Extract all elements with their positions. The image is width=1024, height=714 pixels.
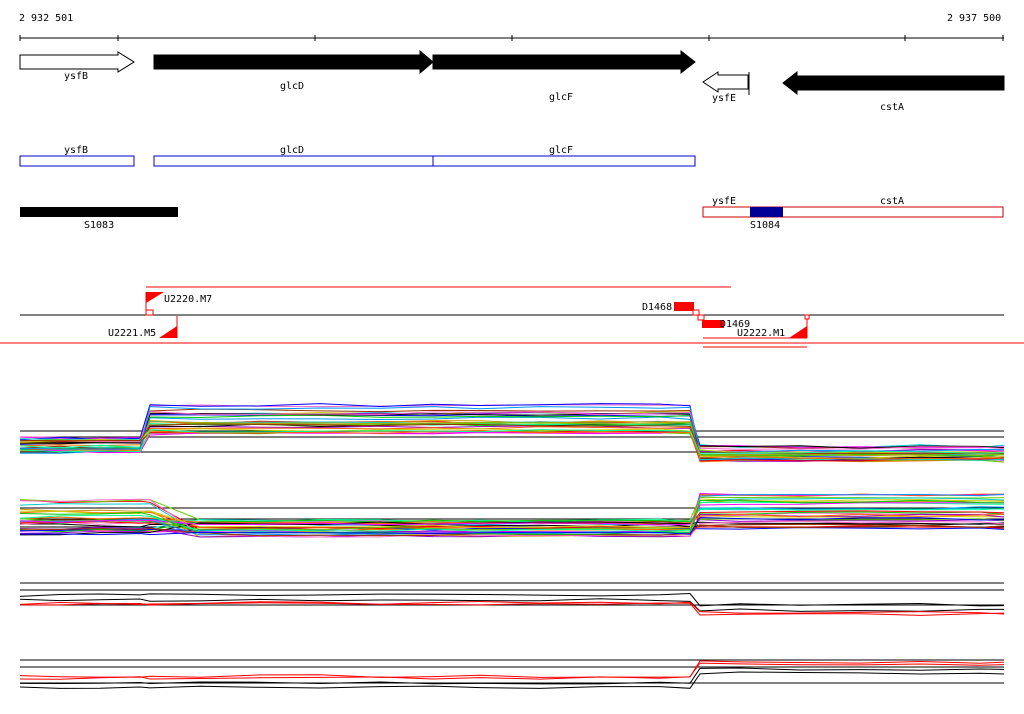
feature-label-u2221: U2221.M5 xyxy=(108,328,156,339)
gene-box-glcd[interactable] xyxy=(153,155,434,167)
expression-trace xyxy=(19,662,1005,680)
gene-label-glcf: glcF xyxy=(549,92,573,103)
gene-box-label-glcd: glcD xyxy=(280,145,304,156)
segment-s1084[interactable] xyxy=(750,207,783,217)
gene-box-ysfe-csta[interactable] xyxy=(702,206,1004,218)
expression-trace xyxy=(19,660,1005,678)
expression-trace xyxy=(19,406,1005,453)
ruler-start-coordinate: 2 932 501 xyxy=(19,13,74,24)
expression-panel-4 xyxy=(19,659,1005,689)
coordinate-ruler xyxy=(19,35,1004,41)
expression-trace xyxy=(19,600,1005,615)
feature-block-d1468[interactable] xyxy=(674,302,694,311)
expression-trace xyxy=(19,502,1004,526)
expression-trace xyxy=(19,411,1005,453)
expression-trace xyxy=(19,671,1005,689)
gene-box-label-glcf: glcF xyxy=(549,145,573,156)
expression-trace xyxy=(19,592,1005,607)
gene-box-ysfb[interactable] xyxy=(19,155,135,167)
gene-label-glcd: glcD xyxy=(280,81,304,92)
ruler-end-coordinate: 2 937 500 xyxy=(947,13,1002,24)
segment-label-s1084: S1084 xyxy=(750,220,780,231)
gene-arrow-ysfe[interactable] xyxy=(702,71,749,93)
gene-label-csta: cstA xyxy=(880,102,904,113)
feature-label-u2222: U2222.M1 xyxy=(737,328,785,339)
gene-label-ysfb: ysfB xyxy=(64,71,88,82)
feature-track: U2220.M7 U2221.M5 D1468 D1469 U2222.M1 xyxy=(0,286,1024,348)
expression-panel-2 xyxy=(19,492,1005,538)
expression-trace xyxy=(19,423,1005,455)
segment-track: S1083 ysfE cstA S1084 xyxy=(20,196,1004,231)
gene-arrow-track: ysfB glcD glcF ysfE cstA xyxy=(19,49,1005,113)
expression-panel-3 xyxy=(19,582,1005,616)
feature-flag-u2220[interactable] xyxy=(146,292,164,303)
gene-arrow-ysfb[interactable] xyxy=(19,51,135,73)
feature-flag-u2222[interactable] xyxy=(789,326,807,338)
expression-trace xyxy=(19,667,1005,685)
expression-trace xyxy=(19,429,1005,462)
expression-trace xyxy=(19,498,1005,529)
expression-trace xyxy=(19,498,1005,538)
gene-arrow-csta[interactable] xyxy=(782,70,1005,96)
expression-trace xyxy=(19,429,1005,454)
expression-trace xyxy=(19,521,1005,536)
feature-flag-u2221[interactable] xyxy=(159,326,177,338)
gene-box-label-ysfb: ysfB xyxy=(64,145,88,156)
expression-trace xyxy=(19,516,1005,536)
gene-arrow-glcd[interactable] xyxy=(153,49,434,75)
gene-arrow-glcf[interactable] xyxy=(432,49,696,75)
expression-trace xyxy=(19,403,1005,461)
feature-label-d1468: D1468 xyxy=(642,302,672,313)
expression-trace xyxy=(19,598,1004,612)
segment-s1083[interactable] xyxy=(20,207,178,217)
gene-box-track: ysfB glcD glcF xyxy=(19,145,696,167)
segment-label-s1083: S1083 xyxy=(84,220,114,231)
expression-panel-1 xyxy=(19,403,1005,463)
gene-box-glcf[interactable] xyxy=(432,155,696,167)
expression-trace xyxy=(20,602,1005,616)
feature-block-d1469[interactable] xyxy=(702,320,724,328)
gene-box-label-csta: cstA xyxy=(880,196,904,207)
expression-trace xyxy=(19,511,1005,533)
expression-trace xyxy=(20,523,1005,528)
expression-trace xyxy=(19,526,1005,532)
feature-label-u2220: U2220.M7 xyxy=(164,294,212,305)
gene-box-label-ysfe: ysfE xyxy=(712,196,736,207)
gene-label-ysfe: ysfE xyxy=(712,93,736,104)
feature-label-d1469: D1469 xyxy=(720,319,750,330)
expression-trace xyxy=(19,499,1005,535)
